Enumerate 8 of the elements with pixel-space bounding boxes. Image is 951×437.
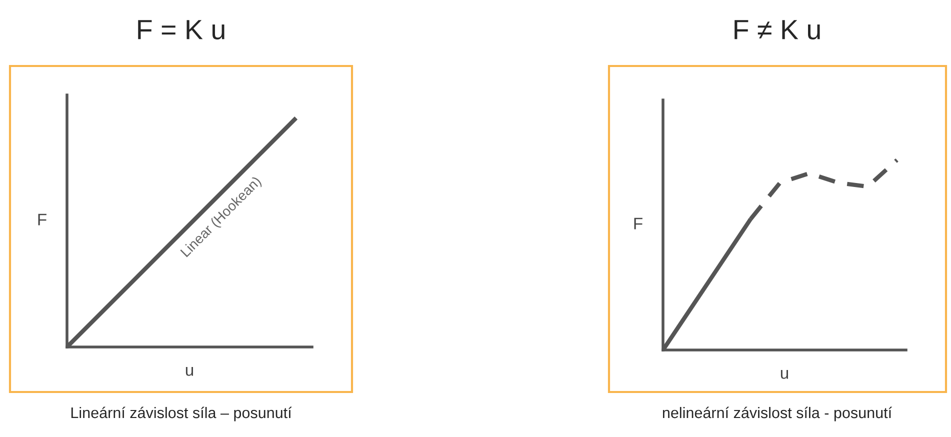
y-axis-title: F: [634, 218, 642, 230]
x-axis-title: u: [186, 366, 194, 376]
x-axis-title: u: [780, 370, 788, 379]
chart-title: F ≠ K u: [734, 20, 820, 40]
y-axis-title: F: [38, 214, 46, 226]
chart-title: F = K u: [138, 20, 224, 40]
text: nelineární závislost síla - posunutí: [662, 406, 892, 422]
text: Lineární závislost síla – posunutí: [71, 406, 292, 422]
